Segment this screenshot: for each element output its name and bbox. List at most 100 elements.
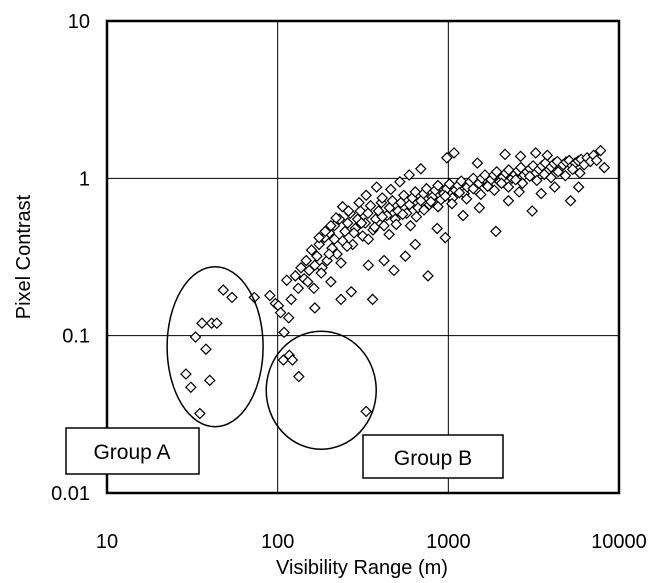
data-point (185, 381, 197, 394)
data-point (474, 188, 487, 201)
group-a-label-box: Group A (65, 427, 200, 475)
data-point (460, 193, 473, 205)
data-point (390, 218, 403, 231)
data-point (446, 197, 458, 210)
x-tick-label: 100 (261, 531, 294, 553)
data-point (564, 194, 577, 207)
data-point (335, 257, 347, 269)
data-point (598, 161, 611, 174)
data-point (203, 374, 216, 387)
group-b-label: Group B (394, 447, 472, 470)
data-point (180, 368, 192, 380)
data-point (425, 195, 437, 208)
data-point (566, 163, 579, 176)
data-point (403, 169, 416, 181)
data-point (432, 200, 444, 213)
y-tick-labels: 0.01 0.1 1 10 (51, 11, 90, 505)
x-tick-label: 10 (96, 531, 118, 553)
group-a-ellipse (166, 266, 264, 428)
data-point (325, 275, 337, 288)
data-point (499, 148, 511, 161)
data-point (292, 370, 305, 383)
data-point (308, 302, 321, 314)
data-point (335, 293, 347, 306)
data-point (410, 210, 423, 223)
y-tick-label: 0.1 (62, 326, 90, 348)
data-point (355, 217, 368, 229)
data-point (439, 190, 452, 203)
data-point (490, 165, 503, 178)
data-point (541, 149, 554, 162)
data-point (323, 248, 335, 260)
data-point (473, 201, 486, 214)
data-point (397, 189, 410, 202)
data-point (422, 269, 434, 282)
data-point (362, 259, 375, 272)
data-point (305, 244, 318, 256)
data-point (457, 209, 469, 222)
data-point (368, 221, 381, 233)
data-point (574, 167, 586, 179)
data-point (308, 282, 320, 295)
data-point (535, 187, 548, 200)
data-point (467, 182, 480, 195)
data-point (490, 225, 502, 238)
data-point (300, 254, 313, 267)
data-point (440, 151, 453, 164)
data-point (336, 200, 349, 213)
data-point (360, 405, 373, 418)
data-point (353, 196, 365, 209)
data-point (559, 169, 572, 182)
data-point (502, 194, 515, 207)
data-point (530, 174, 543, 187)
x-tick-labels: 10 100 1000 10000 (96, 531, 647, 553)
data-point (325, 219, 337, 232)
data-point (409, 238, 422, 251)
data-point (282, 311, 295, 324)
data-point (339, 225, 351, 238)
data-point (378, 219, 390, 232)
data-point (514, 150, 527, 163)
data-point (210, 317, 223, 330)
data-point (315, 267, 328, 279)
data-point (383, 228, 395, 241)
data-point (420, 182, 433, 195)
data-point (552, 165, 564, 178)
data-point (378, 254, 390, 267)
y-tick-label: 0.01 (51, 483, 90, 505)
data-point (376, 210, 389, 223)
data-point (409, 186, 422, 198)
data-point (280, 274, 293, 287)
data-point (289, 269, 302, 282)
data-point (594, 144, 607, 157)
data-point (516, 177, 529, 190)
data-point (590, 154, 603, 167)
data-point (348, 227, 360, 239)
data-point (308, 259, 321, 272)
x-tick-label: 10000 (591, 531, 647, 553)
data-point (399, 250, 412, 263)
data-point (196, 317, 208, 330)
y-axis-title: Pixel Contrast (13, 194, 35, 319)
data-points (180, 144, 611, 420)
x-axis-title: Visibility Range (m) (276, 557, 448, 579)
data-point (301, 275, 314, 288)
data-point (331, 248, 343, 260)
data-point (526, 205, 539, 217)
data-point (453, 186, 466, 199)
gridlines (107, 21, 619, 493)
data-point (313, 238, 325, 251)
group-b-label-box: Group B (362, 434, 504, 479)
data-point (414, 162, 427, 175)
data-point (200, 343, 212, 356)
data-point (432, 179, 444, 192)
data-point (448, 147, 460, 159)
data-point (548, 181, 561, 193)
data-point (431, 222, 444, 235)
data-point (194, 407, 206, 420)
data-point (341, 240, 353, 253)
data-point (545, 171, 557, 184)
data-point (286, 354, 299, 366)
group-ellipses (166, 266, 377, 450)
data-point (386, 194, 399, 207)
